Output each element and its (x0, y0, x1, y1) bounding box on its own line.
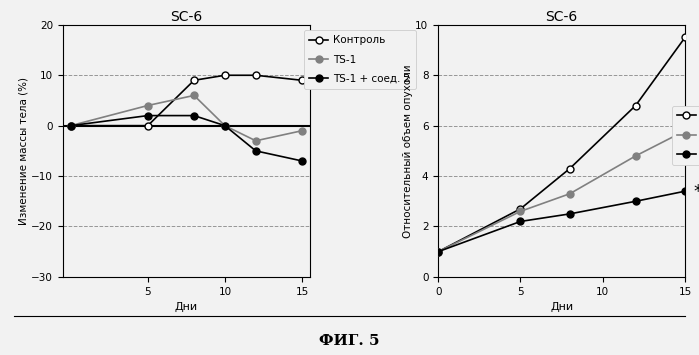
Line: TS-1: TS-1 (435, 127, 689, 255)
Контроль (190, 78, 199, 82)
TS-1 + соед. 2 (143, 114, 152, 118)
Line: TS-1 + соед. 2: TS-1 + соед. 2 (67, 112, 305, 164)
Контроль (565, 166, 574, 171)
Line: Контроль: Контроль (435, 34, 689, 255)
TS-1 (631, 154, 640, 158)
TS-1 (143, 103, 152, 108)
TS-1 (298, 129, 306, 133)
Контроль (221, 73, 229, 77)
TS-1 (565, 192, 574, 196)
Y-axis label: Изменение массы тела (%): Изменение массы тела (%) (19, 77, 29, 225)
TS-1 + соед. 2 (631, 199, 640, 203)
Line: TS-1: TS-1 (67, 92, 305, 144)
Text: *: * (693, 184, 699, 202)
Title: SC-6: SC-6 (545, 10, 577, 24)
TS-1 (252, 139, 260, 143)
Title: SC-6: SC-6 (171, 10, 203, 24)
Y-axis label: Относительный объем опухоли: Относительный объем опухоли (403, 64, 412, 238)
TS-1 + соед. 2 (434, 250, 442, 254)
TS-1 (190, 93, 199, 98)
X-axis label: Дни: Дни (550, 302, 573, 312)
TS-1 (517, 209, 525, 213)
Line: TS-1 + соед. 2: TS-1 + соед. 2 (435, 188, 689, 255)
Legend: Контроль, TS-1, TS-1 + соед. 2: Контроль, TS-1, TS-1 + соед. 2 (304, 30, 416, 89)
Контроль (434, 250, 442, 254)
Контроль (66, 124, 75, 128)
X-axis label: Дни: Дни (175, 302, 198, 312)
TS-1 + соед. 2 (252, 149, 260, 153)
TS-1 + соед. 2 (221, 124, 229, 128)
TS-1 (221, 124, 229, 128)
Контроль (143, 124, 152, 128)
Text: ФИГ. 5: ФИГ. 5 (319, 334, 380, 348)
TS-1 + соед. 2 (681, 189, 689, 193)
Контроль (681, 35, 689, 39)
TS-1 + соед. 2 (517, 219, 525, 224)
TS-1 (434, 250, 442, 254)
Контроль (252, 73, 260, 77)
TS-1 (681, 129, 689, 133)
Контроль (517, 207, 525, 211)
Line: Контроль: Контроль (67, 72, 305, 129)
TS-1 + соед. 2 (565, 212, 574, 216)
TS-1 + соед. 2 (190, 114, 199, 118)
TS-1 + соед. 2 (66, 124, 75, 128)
TS-1 + соед. 2 (298, 159, 306, 163)
Legend: Контроль, TS-1, TS-1 + соед. 2: Контроль, TS-1, TS-1 + соед. 2 (672, 106, 699, 165)
Контроль (631, 103, 640, 108)
TS-1 (66, 124, 75, 128)
Контроль (298, 78, 306, 82)
